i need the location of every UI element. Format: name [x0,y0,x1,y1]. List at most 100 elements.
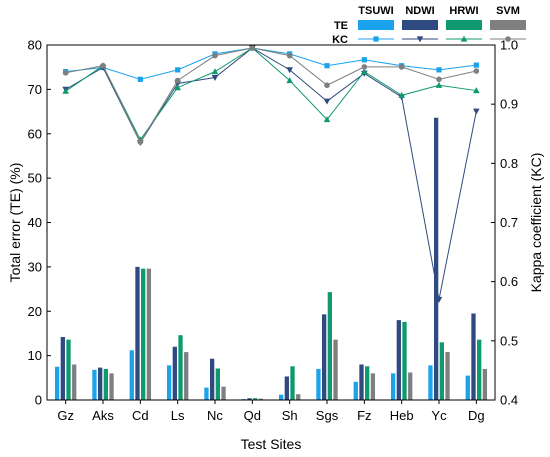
legend-name-tsuwi: TSUWI [358,5,393,17]
kc-point-hrwi-gz [62,87,69,94]
te-bar-tsuwi-gz [54,366,60,400]
kc-point-svm-fz [361,64,368,70]
plot-frame [46,44,496,401]
kc-point-tsuwi-sgs [324,63,330,69]
legend-swatch-hrwi [446,20,482,30]
kc-point-svm-gz [62,70,69,76]
legend-te-label: TE [334,20,348,32]
legend-kc-label: KC [332,34,348,46]
right-tick-label: 0.7 [500,215,518,230]
right-tick-label: 0.8 [500,156,518,171]
te-bar-tsuwi-sgs [316,368,321,400]
kc-point-ndwi-yc [435,296,443,303]
kc-point-svm-nc [212,52,218,59]
legend-marker-svm [505,36,511,42]
te-bar-ndwi-nc [210,358,215,400]
kc-point-svm-sh [286,52,293,59]
x-axis-title: Test Sites [241,436,302,452]
te-bar-tsuwi-cd [129,350,134,400]
kc-point-tsuwi-cd [137,76,143,82]
te-bar-svm-sh [296,394,301,400]
te-bar-hrwi-heb [402,321,407,400]
legend-name-hrwi: HRWI [449,5,478,17]
kc-point-hrwi-fz [361,68,368,75]
te-bar-tsuwi-yc [428,365,433,400]
left-tick-label: 60 [28,126,42,141]
legend-marker-tsuwi [373,36,379,42]
te-bar-svm-nc [221,386,226,400]
x-tick-label-qd: Qd [244,408,261,423]
x-tick-label-aks: Aks [92,408,114,423]
kc-point-ndwi-sh [286,67,293,74]
left-tick-label: 80 [28,38,42,53]
te-bar-hrwi-cd [141,268,146,400]
kc-line-tsuwi [65,47,477,80]
legend-swatch-ndwi [402,20,438,30]
kc-point-hrwi-dg [473,87,480,94]
te-bar-hrwi-aks [103,368,108,400]
te-bar-hrwi-sgs [327,292,332,400]
te-bar-ndwi-heb [396,320,401,401]
te-bar-ndwi-gz [60,336,65,400]
left-tick-label: 50 [28,171,42,186]
x-tick-label-heb: Heb [390,408,414,423]
te-bar-tsuwi-fz [353,381,358,400]
te-bar-tsuwi-nc [204,387,209,400]
te-bar-svm-sgs [333,339,338,400]
legend-marker-ndwi [416,36,424,43]
te-bar-svm-heb [408,372,413,400]
kc-point-tsuwi-fz [361,57,367,63]
te-bar-hrwi-ls [178,335,183,400]
te-bar-svm-yc [445,352,450,400]
left-tick-label: 0 [35,393,42,408]
te-bar-svm-fz [370,373,376,401]
right-tick-label: 0.9 [500,97,518,112]
left-tick-label: 40 [28,215,42,230]
te-bar-hrwi-nc [215,368,220,400]
te-bar-svm-ls [184,352,189,400]
kc-point-svm-qd [249,45,256,51]
right-tick-label: 1.0 [500,38,518,53]
kc-point-hrwi-sh [286,77,293,84]
kc-point-hrwi-yc [435,81,443,88]
legend-marker-hrwi [460,35,468,42]
left-tick-label: 30 [28,259,42,274]
te-bar-tsuwi-dg [465,375,470,400]
right-tick-label: 0.6 [500,274,518,289]
te-bar-ndwi-fz [359,364,364,400]
te-bar-tsuwi-sh [278,394,284,400]
kc-point-svm-yc [436,76,442,83]
kc-point-ndwi-sgs [323,98,331,105]
kc-line-ndwi [65,47,477,300]
x-tick-label-gz: Gz [57,408,74,423]
kc-point-svm-dg [473,68,480,74]
kc-line-svm [65,47,477,144]
x-tick-label-sgs: Sgs [316,408,339,423]
kc-point-ndwi-nc [211,74,219,81]
kc-point-hrwi-ls [174,84,181,91]
te-bar-ndwi-yc [434,117,439,401]
kc-point-ndwi-dg [473,108,480,115]
te-bar-tsuwi-ls [166,365,172,400]
legend-name-svm: SVM [496,5,520,17]
kc-point-hrwi-heb [398,91,405,98]
right-axis-title: Kappa coefficient (KC) [528,153,544,293]
kc-point-svm-ls [174,77,181,84]
left-tick-label: 20 [28,304,42,319]
legend-name-ndwi: NDWI [405,5,434,17]
te-bar-hrwi-fz [365,366,370,400]
te-bar-svm-dg [482,368,488,400]
kc-point-tsuwi-ls [175,67,181,73]
right-tick-label: 0.5 [500,333,518,348]
x-tick-label-dg: Dg [468,408,485,423]
te-bar-ndwi-aks [98,367,103,400]
te-bar-hrwi-qd [253,398,258,400]
te-bar-ndwi-cd [135,266,140,401]
kc-point-svm-heb [398,64,405,70]
te-bar-svm-cd [146,268,152,400]
te-bar-svm-gz [72,364,77,400]
x-tick-label-sh: Sh [282,408,298,423]
te-bar-hrwi-gz [66,339,71,400]
